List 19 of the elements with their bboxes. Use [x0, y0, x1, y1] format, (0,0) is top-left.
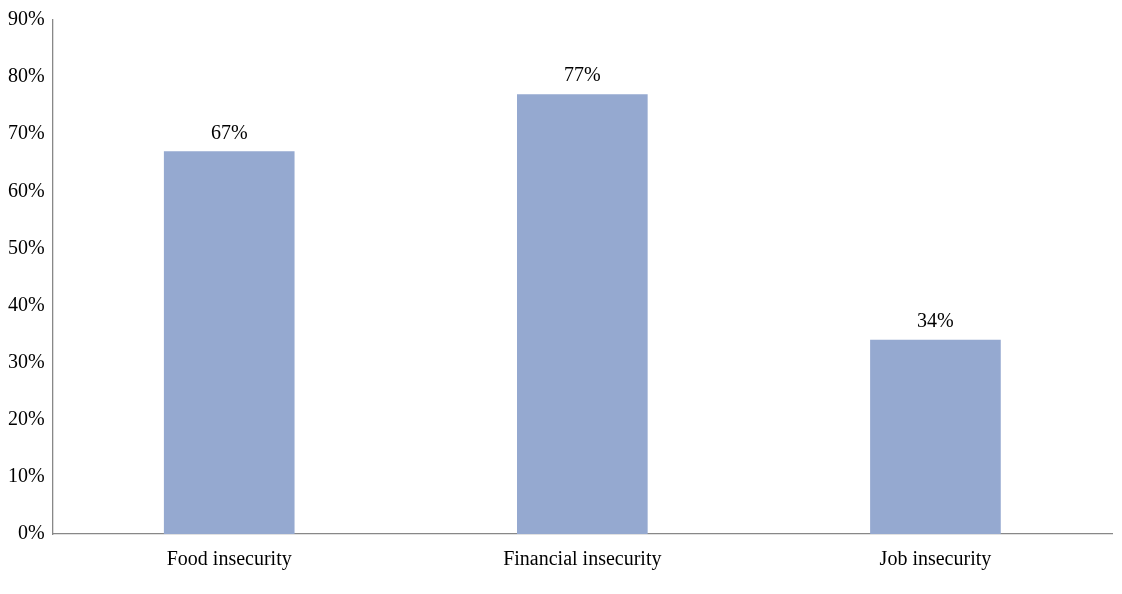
- x-tick-label: Food insecurity: [166, 547, 292, 571]
- y-tick-label: 40%: [7, 292, 45, 315]
- y-tick-label: 0%: [17, 521, 45, 544]
- y-tick-label: 30%: [7, 349, 45, 372]
- data-label: 67%: [210, 120, 248, 143]
- bar: [517, 94, 648, 534]
- data-label: 34%: [917, 309, 954, 332]
- y-tick-label: 50%: [7, 235, 45, 258]
- bar: [163, 151, 295, 534]
- y-tick-label: 70%: [7, 121, 45, 144]
- y-tick-label: 20%: [7, 407, 45, 430]
- y-tick-label: 10%: [7, 464, 45, 487]
- data-label: 77%: [563, 63, 601, 86]
- x-tick-label: Job insecurity: [879, 547, 992, 571]
- x-tick-label: Financial insecurity: [503, 547, 662, 571]
- y-tick-label: 60%: [7, 178, 45, 201]
- y-tick-label: 80%: [7, 64, 45, 87]
- y-tick-label: 90%: [7, 7, 45, 30]
- bar: [870, 339, 1001, 534]
